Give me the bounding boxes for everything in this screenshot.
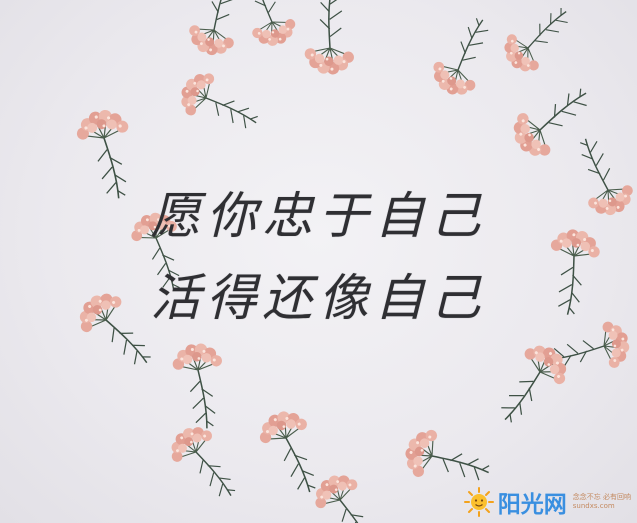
- watermark-caption: 念念不忘 必有回响 sundxs.com: [573, 493, 631, 511]
- sun-icon: [463, 487, 494, 517]
- quote-line-2: 活得还像自己: [150, 269, 487, 327]
- quote-line-1: 愿你忠于自己: [150, 187, 487, 245]
- site-watermark: 阳光网 念念不忘 必有回响 sundxs.com: [463, 485, 631, 519]
- watermark-tagline: 念念不忘 必有回响: [572, 493, 631, 501]
- watermark-domain: sundxs.com: [572, 502, 615, 510]
- watermark-brand: 阳光网: [497, 492, 567, 518]
